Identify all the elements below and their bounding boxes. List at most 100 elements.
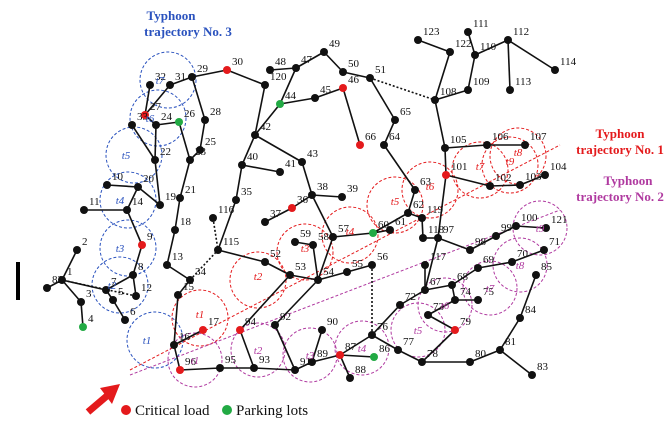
bus-node-122 (446, 48, 454, 56)
bus-node-80 (466, 358, 474, 366)
line-96-95 (179, 367, 221, 371)
bus-node-92 (271, 321, 279, 329)
bus-label-32: 32 (155, 71, 166, 83)
line-13-34 (166, 264, 191, 281)
bus-label-20: 20 (143, 173, 155, 185)
bus-label-69: 69 (483, 254, 495, 266)
bus-label-68: 68 (457, 271, 469, 283)
line-76-77 (371, 334, 399, 351)
bus-node-60 (369, 229, 377, 237)
bus-node-11 (80, 206, 88, 214)
bus-label-55: 55 (352, 258, 364, 270)
trajectory-1-title-line2: trajectory No. 1 (576, 142, 664, 157)
bus-node-123 (414, 36, 422, 44)
bus-label-4: 4 (88, 313, 94, 325)
bus-label-122: 122 (455, 38, 472, 50)
bus-node-8 (129, 271, 137, 279)
bus-node-55 (343, 268, 351, 276)
tie-line-116-115 (212, 217, 219, 251)
bus-label-48: 48 (275, 56, 287, 68)
line-93-94 (239, 329, 255, 369)
line-67-97 (424, 237, 439, 291)
bus-node-29 (188, 73, 196, 81)
line-20-19 (137, 186, 161, 206)
trajectory-3-zone-t3 (99, 219, 157, 277)
trajectory-3-time-1: t1 (143, 335, 152, 347)
line-102-103 (489, 184, 521, 187)
line-54-58 (312, 244, 319, 281)
bus-node-83 (528, 371, 536, 379)
line-109-110 (467, 54, 476, 91)
trajectory-3-time-6: t6 (146, 113, 155, 125)
bus-label-14: 14 (132, 196, 144, 208)
bus-label-6: 6 (130, 306, 136, 318)
line-101-102 (445, 174, 491, 187)
bus-label-75: 75 (483, 286, 495, 298)
trajectory-2-zone-t4 (334, 320, 390, 376)
bus-node-18 (171, 226, 179, 234)
bus-node-97 (434, 234, 442, 242)
bus-node-70 (508, 258, 516, 266)
bus-node-76 (368, 331, 376, 339)
line-108-109 (434, 89, 469, 101)
bus-node-53 (286, 271, 294, 279)
bus-node-93 (250, 364, 258, 372)
bus-node-36 (288, 204, 296, 212)
bus-label-118: 118 (428, 224, 445, 236)
legend: Critical load Parking lots (121, 403, 308, 419)
trajectory-1-time-7: t7 (476, 161, 485, 173)
critical-load-legend-label: Critical load (135, 403, 210, 419)
line-42-40 (241, 134, 256, 166)
line-38-43 (301, 161, 313, 196)
bus-label-16: 16 (179, 331, 191, 343)
trajectory-2-time-4: t4 (358, 343, 367, 355)
bus-node-78 (418, 358, 426, 366)
bus-node-59 (291, 238, 299, 246)
bus-node-48 (266, 66, 274, 74)
bus-node-74 (451, 296, 459, 304)
trajectory-2-time-2: t2 (254, 345, 263, 357)
bus-label-36: 36 (297, 194, 309, 206)
bus-node-119 (418, 214, 426, 222)
line-81-83 (499, 349, 533, 376)
bus-label-62: 62 (413, 199, 424, 211)
bus-node-115 (214, 246, 222, 254)
bus-label-50: 50 (348, 58, 360, 70)
trajectory-3-zone-t7 (139, 51, 197, 109)
line-54-92 (274, 279, 319, 326)
bus-node-28 (201, 116, 209, 124)
bus-node-46 (339, 84, 347, 92)
trajectory-3-time-2: t2 (108, 280, 117, 292)
bus-label-25: 25 (205, 136, 217, 148)
trajectory-3-zone-t2 (91, 256, 149, 314)
bus-node-104 (541, 171, 549, 179)
line-60-62 (372, 212, 409, 234)
bus-label-33: 33 (137, 111, 149, 123)
trajectory-1-zone-t7 (451, 141, 509, 199)
line-40-41 (241, 164, 281, 173)
line-93-91 (253, 367, 296, 371)
bus-label-86: 86 (379, 343, 391, 355)
bus-node-87 (336, 351, 344, 359)
line-27-32 (144, 84, 151, 116)
bus-label-41: 41 (285, 158, 296, 170)
trajectory-1-time-9: t9 (506, 156, 515, 168)
line-110-111 (467, 31, 476, 56)
bus-label-102: 102 (495, 172, 512, 184)
bus-label-15: 15 (183, 281, 195, 293)
trajectory-1-zone-t4 (321, 206, 379, 264)
bus-node-79 (451, 326, 459, 334)
bus-label-9: 9 (147, 231, 153, 243)
bus-node-34 (186, 276, 194, 284)
trajectory-2-zone-t8 (492, 237, 548, 293)
bus-label-123: 123 (423, 26, 440, 38)
line-101-105 (444, 147, 447, 176)
bus-node-98 (466, 246, 474, 254)
line-110-112 (474, 39, 509, 56)
bus-label-81: 81 (505, 336, 516, 348)
bus-label-110: 110 (480, 41, 497, 53)
line-64-63 (383, 144, 416, 191)
trajectory-3-title-line2: trajectory No. 3 (144, 24, 232, 39)
line-57-60 (332, 232, 374, 238)
bus-node-95 (216, 364, 224, 372)
